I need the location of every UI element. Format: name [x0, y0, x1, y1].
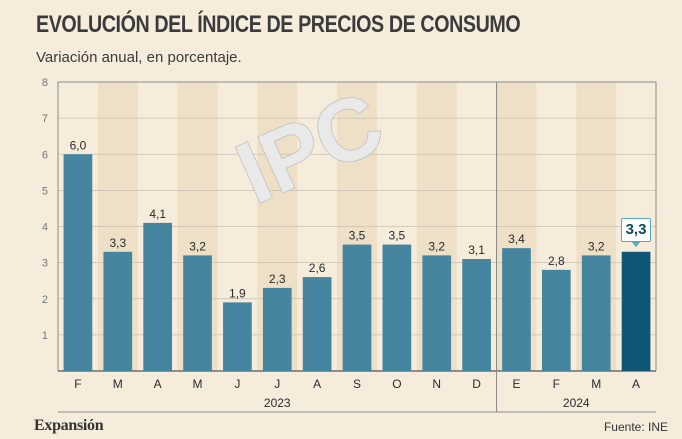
x-tick-label: O: [392, 377, 401, 391]
bar: [262, 287, 292, 371]
brand-logo: Expansión: [34, 417, 104, 434]
y-tick-label: 3: [42, 258, 48, 270]
bar: [621, 251, 651, 371]
bar: [422, 255, 452, 371]
y-tick-label: 1: [42, 330, 48, 342]
y-tick-label: 4: [42, 222, 48, 234]
x-tick-label: J: [274, 377, 280, 391]
bar-value-label: 6,0: [70, 138, 87, 152]
x-tick-label: A: [154, 377, 162, 391]
y-tick-label: 7: [42, 113, 48, 125]
bar-value-label: 3,4: [508, 232, 525, 246]
bar-value-label: 3,2: [588, 239, 605, 253]
x-tick-label: E: [512, 377, 520, 391]
year-label: 2023: [264, 396, 291, 410]
bar-value-label: 3,2: [189, 239, 206, 253]
x-tick-label: M: [113, 377, 123, 391]
x-tick-label: A: [632, 377, 640, 391]
bar: [382, 244, 412, 371]
bar: [502, 248, 531, 371]
x-tick-label: M: [591, 377, 601, 391]
source-note: Fuente: INE: [603, 420, 668, 434]
y-tick-label: 2: [42, 294, 48, 306]
bar: [302, 277, 332, 371]
x-tick-label: S: [353, 377, 361, 391]
y-tick-label: 6: [42, 149, 48, 161]
year-label: 2024: [563, 396, 590, 410]
x-tick-label: A: [313, 377, 321, 391]
bar-value-label: 3,1: [468, 243, 485, 257]
y-tick-label: 8: [42, 77, 48, 89]
bar-value-label: 2,6: [309, 261, 326, 275]
bar-value-label: 3,5: [349, 229, 366, 243]
bar: [103, 251, 133, 371]
bar-value-label: 2,3: [269, 272, 286, 286]
bar-value-label: 4,1: [149, 207, 166, 221]
bar-value-label: 3,2: [428, 239, 445, 253]
y-tick-label: 5: [42, 185, 48, 197]
bar: [581, 255, 611, 371]
x-tick-label: N: [432, 377, 441, 391]
bar: [183, 255, 212, 371]
bar: [63, 154, 93, 371]
highlight-value-label: 3,3: [620, 217, 652, 247]
bar: [223, 302, 252, 371]
chart-subtitle: Variación anual, en porcentaje.: [36, 49, 242, 66]
bar: [462, 259, 491, 371]
bar-value-label: 3,5: [389, 229, 406, 243]
x-tick-label: J: [234, 377, 240, 391]
x-tick-label: M: [193, 377, 203, 391]
bar-value-label: 2,8: [548, 254, 565, 268]
x-tick-label: F: [74, 377, 81, 391]
x-tick-label: F: [553, 377, 560, 391]
x-tick-label: D: [472, 377, 481, 391]
bar-value-label: 3,3: [109, 236, 126, 250]
bar: [342, 244, 372, 371]
bar: [143, 222, 173, 371]
chart-title: EVOLUCIÓN DEL ÍNDICE DE PRECIOS DE CONSU…: [36, 11, 521, 38]
bar-value-label: 1,9: [229, 286, 246, 300]
bar: [541, 269, 571, 371]
